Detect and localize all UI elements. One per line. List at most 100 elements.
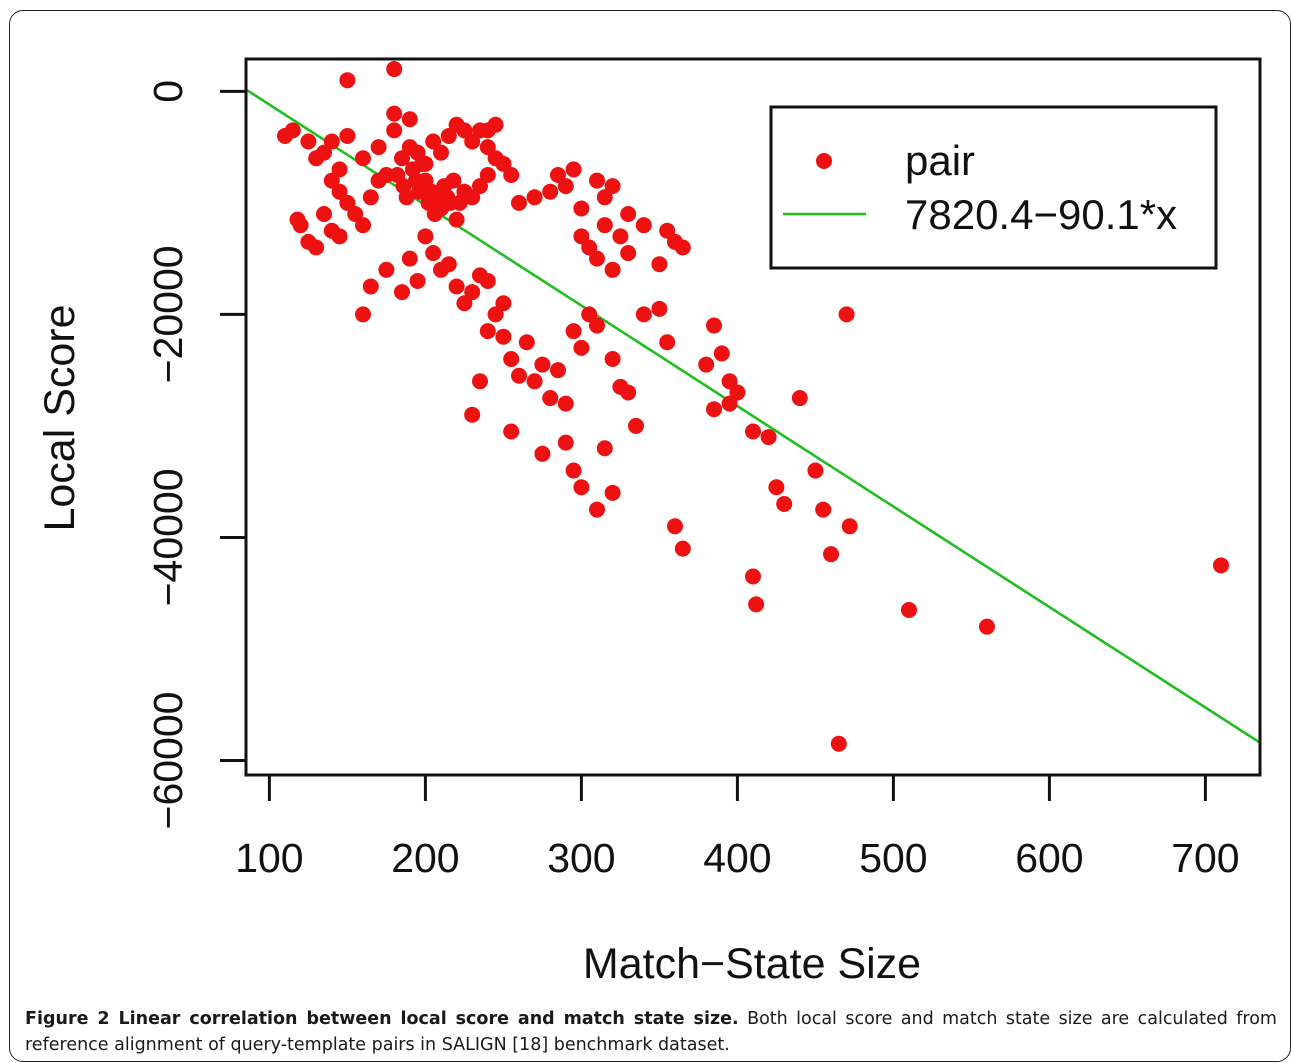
data-point-123 xyxy=(589,317,605,334)
data-point-164 xyxy=(979,618,995,635)
data-point-113 xyxy=(511,367,527,384)
data-point-51 xyxy=(472,178,488,195)
data-point-163 xyxy=(901,601,917,618)
data-point-148 xyxy=(706,401,722,418)
data-point-140 xyxy=(628,417,644,434)
data-point-85 xyxy=(674,239,691,256)
data-point-96 xyxy=(440,256,457,273)
data-point-69 xyxy=(289,211,306,228)
data-point-158 xyxy=(838,306,855,323)
caption-label: Figure 2 Linear correlation between loca… xyxy=(25,1009,739,1029)
data-point-161 xyxy=(748,596,765,613)
data-point-94 xyxy=(425,245,442,262)
data-point-126 xyxy=(620,384,637,401)
legend-label-fit: 7820.4−90.1*x xyxy=(905,191,1177,238)
legend-label-pair: pair xyxy=(905,137,975,184)
data-point-12 xyxy=(323,133,340,150)
data-point-11 xyxy=(316,144,332,161)
y-tick-label-2: −40000 xyxy=(145,468,191,606)
y-tick-label-0: 0 xyxy=(145,80,191,103)
data-point-32 xyxy=(398,189,415,206)
data-point-154 xyxy=(791,390,808,407)
data-point-62 xyxy=(370,172,387,189)
data-point-76 xyxy=(573,200,590,217)
data-point-57 xyxy=(331,183,348,200)
data-point-116 xyxy=(534,356,551,373)
data-point-101 xyxy=(479,272,496,289)
data-point-79 xyxy=(596,189,613,206)
data-point-89 xyxy=(596,217,613,234)
x-tick-label-100: 100 xyxy=(235,835,303,881)
caption-text: Both local score and match state size ar… xyxy=(25,1009,1277,1055)
data-point-46 xyxy=(445,172,462,189)
x-axis-title: Match−State Size xyxy=(583,940,921,988)
data-point-8 xyxy=(300,133,317,150)
data-point-22 xyxy=(425,133,442,150)
x-tick-label-400: 400 xyxy=(703,835,771,881)
data-point-58 xyxy=(339,194,356,211)
data-point-61 xyxy=(362,189,379,206)
data-point-13 xyxy=(339,127,356,144)
data-point-50 xyxy=(464,189,481,206)
data-point-146 xyxy=(729,384,746,401)
data-point-56 xyxy=(323,172,340,189)
data-point-86 xyxy=(573,228,590,245)
data-point-133 xyxy=(534,445,551,462)
data-point-77 xyxy=(589,172,605,189)
x-tick-label-200: 200 xyxy=(391,835,459,881)
data-point-109 xyxy=(355,306,371,323)
data-point-92 xyxy=(620,245,637,262)
data-point-14 xyxy=(331,161,348,178)
data-point-84 xyxy=(651,256,668,273)
data-point-105 xyxy=(401,250,418,267)
data-point-155 xyxy=(807,462,824,479)
data-point-120 xyxy=(565,323,582,340)
data-point-142 xyxy=(674,540,691,557)
data-point-151 xyxy=(760,429,777,446)
data-point-74 xyxy=(550,166,566,183)
data-point-144 xyxy=(713,345,730,362)
data-point-2 xyxy=(386,105,403,122)
figure-caption: Figure 2 Linear correlation between loca… xyxy=(25,1006,1277,1058)
data-point-26 xyxy=(456,122,473,139)
x-tick-label-600: 600 xyxy=(1015,835,1083,881)
data-point-91 xyxy=(612,228,629,245)
data-point-1 xyxy=(339,72,356,89)
data-point-88 xyxy=(589,250,605,267)
data-point-70 xyxy=(511,194,527,211)
data-point-102 xyxy=(487,306,504,323)
scatter-chart: 100 200 300 400 500 600 700 0 −20000 −40000 −60000… xyxy=(36,57,1262,988)
data-point-28 xyxy=(472,122,488,139)
data-point-150 xyxy=(745,423,761,440)
data-point-129 xyxy=(659,334,676,351)
data-point-75 xyxy=(565,161,582,178)
data-point-106 xyxy=(394,284,410,301)
data-point-114 xyxy=(518,334,535,351)
data-point-59 xyxy=(347,206,364,223)
data-point-15 xyxy=(355,150,371,167)
data-point-23 xyxy=(433,144,449,161)
data-point-135 xyxy=(565,462,582,479)
data-point-67 xyxy=(300,233,317,250)
y-axis-title: Local Score xyxy=(36,304,84,531)
data-point-87 xyxy=(581,239,598,256)
data-point-122 xyxy=(581,306,598,323)
data-point-18 xyxy=(394,150,410,167)
data-point-127 xyxy=(635,306,652,323)
data-point-156 xyxy=(815,501,832,518)
data-point-149 xyxy=(721,395,738,412)
y-tick-label-3: −60000 xyxy=(145,692,191,830)
data-point-72 xyxy=(542,183,559,200)
data-point-157 xyxy=(823,546,839,563)
data-point-82 xyxy=(659,222,676,239)
data-point-0 xyxy=(386,61,403,78)
data-point-131 xyxy=(472,373,488,390)
data-point-138 xyxy=(596,440,613,457)
data-point-104 xyxy=(409,272,426,289)
data-point-4 xyxy=(386,122,403,139)
data-point-60 xyxy=(355,217,371,234)
data-point-119 xyxy=(557,395,574,412)
data-point-36 xyxy=(414,155,431,172)
y-tick-label-1: −20000 xyxy=(145,245,191,383)
data-point-81 xyxy=(635,217,652,234)
